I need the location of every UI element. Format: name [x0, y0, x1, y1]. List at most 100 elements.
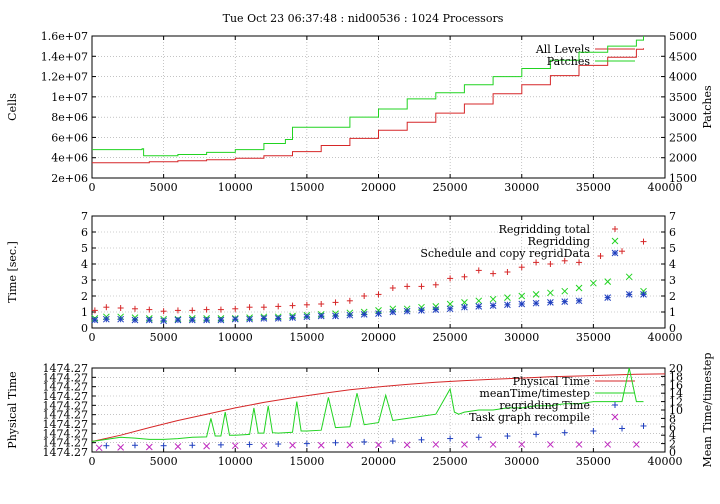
y2-axis-label: Patches	[701, 85, 714, 129]
x-tick-label: 25000	[433, 455, 468, 468]
data-point-d2	[547, 299, 554, 306]
data-point-d2	[246, 315, 253, 323]
data-point-d2	[117, 444, 125, 451]
data-point-d2	[518, 441, 526, 448]
data-point-d2	[289, 441, 296, 449]
y2-tick-label: 10	[669, 404, 683, 417]
data-point-d2	[160, 317, 167, 325]
data-point-d2	[590, 279, 597, 287]
legend-marker-d2	[611, 413, 619, 421]
y2-tick-label: 5000	[669, 30, 697, 43]
y-tick-label: 6	[81, 226, 88, 239]
y-tick-label: 1474.27	[43, 371, 89, 384]
y2-tick-label: 8	[669, 412, 676, 425]
data-point-d2	[632, 441, 640, 448]
y-tick-label: 1474.27	[43, 409, 89, 422]
y-tick-label: 0	[81, 322, 88, 335]
x-tick-label: 20000	[361, 455, 396, 468]
data-point-d2	[532, 299, 540, 307]
y-tick-label: 1.2e+07	[41, 71, 88, 84]
y2-tick-label: 6	[669, 226, 676, 239]
y2-tick-label: 20	[669, 362, 683, 375]
legend-label: Task graph recompile	[469, 411, 590, 424]
y2-tick-label: 2500	[669, 131, 697, 144]
legend-label: All Levels	[535, 43, 591, 56]
data-point-d2	[203, 442, 210, 450]
page-title: Tue Oct 23 06:37:48 : nid00536 : 1024 Pr…	[223, 12, 504, 25]
y-tick-label: 1	[81, 306, 88, 319]
y-tick-label: 7	[81, 210, 88, 223]
chart-panel-3: 0 5000 10000 15000 20000 25000 30000 35000 40000…	[6, 353, 714, 468]
data-point-d2	[303, 313, 311, 321]
x-tick-label: 10000	[218, 331, 253, 344]
data-point-d2	[217, 316, 225, 324]
data-point-d2	[375, 441, 382, 449]
y-tick-label: 1474.27	[43, 390, 89, 403]
data-point-d2	[174, 316, 182, 324]
data-point-d2	[346, 311, 354, 319]
data-point-d2	[461, 303, 468, 311]
x-tick-label: 40000	[648, 455, 683, 468]
y-tick-label: 2	[81, 290, 88, 303]
legend-marker-d2	[611, 249, 619, 257]
y2-tick-label: 4500	[669, 50, 697, 63]
data-point-d2	[446, 305, 454, 313]
series-line	[92, 48, 644, 164]
y2-tick-label: 6	[669, 421, 676, 434]
plot-frame	[91, 367, 666, 453]
data-point-d2	[432, 441, 440, 448]
chart-panel-1: 0 5000 10000 15000 20000 25000 30000 35000 40000…	[6, 30, 714, 194]
data-point-d2	[418, 307, 425, 314]
data-point-d2	[489, 295, 497, 303]
data-point-d2	[604, 441, 612, 448]
data-point-d2	[317, 312, 325, 320]
x-tick-label: 40000	[648, 331, 683, 344]
series-2	[92, 36, 644, 157]
series-line	[91, 373, 666, 442]
data-point-d2	[475, 303, 483, 310]
data-point-d2	[231, 315, 239, 323]
series-line	[92, 36, 644, 157]
y-axis-label: Physical Time	[6, 371, 19, 448]
y2-tick-label: 18	[669, 370, 683, 383]
series-1	[91, 373, 666, 442]
plot-frame	[91, 35, 666, 179]
y-tick-label: 1e+07	[51, 91, 88, 104]
data-point-d2	[518, 292, 526, 300]
data-point-d2	[504, 301, 511, 309]
data-point-d2	[274, 315, 282, 322]
y2-tick-label: 14	[669, 387, 683, 400]
y-tick-label: 1.6e+07	[41, 30, 88, 43]
series-2	[91, 367, 644, 442]
y-tick-label: 8e+06	[51, 111, 88, 124]
series-2	[91, 273, 647, 323]
y2-axis-label: Mean Time/timestep	[701, 353, 714, 468]
series-3	[103, 422, 647, 449]
data-point-d2	[260, 442, 268, 450]
y-tick-label: 4	[81, 258, 88, 271]
series-4	[95, 441, 640, 452]
x-tick-label: 0	[89, 455, 96, 468]
y2-tick-label: 4	[669, 429, 676, 442]
data-point-d2	[389, 305, 397, 313]
y2-tick-label: 3000	[669, 111, 697, 124]
data-point-d2	[604, 278, 612, 285]
data-point-d2	[317, 441, 325, 449]
legend-label: regridding Time	[499, 399, 590, 412]
y-tick-label: 4e+06	[51, 152, 88, 165]
data-point-d2	[604, 294, 612, 301]
data-point-d2	[91, 316, 99, 324]
data-point-d2	[375, 307, 382, 314]
series-3	[91, 291, 647, 325]
y-tick-label: 6e+06	[51, 131, 88, 144]
data-point-d2	[532, 291, 540, 298]
series-1	[91, 238, 647, 315]
data-point-d2	[640, 291, 647, 298]
data-point-d2	[332, 312, 339, 320]
data-point-d2	[640, 287, 647, 295]
y2-tick-label: 2	[669, 438, 676, 451]
data-point-d2	[575, 441, 583, 448]
data-point-d2	[389, 308, 397, 316]
y2-tick-label: 7	[669, 210, 676, 223]
y-axis-label: Cells	[6, 93, 19, 121]
